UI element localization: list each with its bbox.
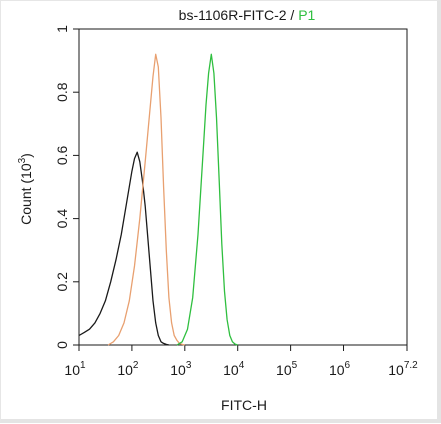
y-tick-label: 1 — [54, 25, 70, 33]
x-tick-label-base: 10 — [117, 362, 133, 378]
histogram-chart: bs-1106R-FITC-2 / P1 Count (103) FITC-H … — [17, 7, 418, 413]
x-tick-label-exp: 3 — [186, 360, 192, 371]
x-tick-label-exp: 5 — [292, 360, 298, 371]
y-tick-label: 0.4 — [54, 209, 70, 229]
axis-ticks: 101 102 103 104 105 106 107.200.20.40.60.81 — [54, 25, 418, 378]
chart-title-gate: P1 — [298, 7, 315, 23]
x-tick-label-base: 10 — [223, 362, 239, 378]
x-tick-label-base: 10 — [388, 362, 404, 378]
chart-title-main: bs-1106R-FITC-2 — [179, 7, 287, 23]
x-tick-label: 103 — [170, 360, 192, 378]
x-tick-label: 105 — [276, 360, 298, 378]
chart-title-separator: / — [287, 7, 299, 23]
x-tick-label: 106 — [329, 360, 351, 378]
histogram-series-line — [176, 53, 238, 346]
histogram-series-line — [107, 53, 185, 346]
x-tick-label-exp: 4 — [239, 360, 245, 371]
x-tick-label-base: 10 — [64, 362, 80, 378]
x-tick-label-exp: 7.2 — [404, 360, 418, 371]
x-tick-label-exp: 1 — [80, 360, 86, 371]
y-tick-label: 0.6 — [54, 145, 70, 165]
plot-area — [78, 28, 408, 346]
y-tick-label: 0 — [54, 341, 70, 349]
x-tick-label-exp: 6 — [345, 360, 351, 371]
x-tick-label-base: 10 — [170, 362, 186, 378]
x-tick-label-base: 10 — [276, 362, 292, 378]
x-tick-label-exp: 2 — [133, 360, 139, 371]
y-axis-title-base: Count (10 — [18, 163, 34, 225]
y-tick-label: 0.8 — [54, 82, 70, 102]
series-layer — [78, 53, 238, 346]
x-tick-label: 107.2 — [388, 360, 418, 378]
x-tick-label: 104 — [223, 360, 245, 378]
histogram-series-line — [78, 151, 170, 346]
y-tick-label: 0.2 — [54, 272, 70, 292]
chart-title: bs-1106R-FITC-2 / P1 — [179, 7, 316, 23]
y-axis-title-exp: 3 — [17, 157, 28, 163]
y-axis-title: Count (103) — [17, 153, 34, 225]
x-tick-label-base: 10 — [329, 362, 345, 378]
x-tick-label: 101 — [64, 360, 86, 378]
y-axis-title-close: ) — [18, 153, 34, 158]
x-axis-title: FITC-H — [221, 397, 267, 413]
x-tick-label: 102 — [117, 360, 139, 378]
